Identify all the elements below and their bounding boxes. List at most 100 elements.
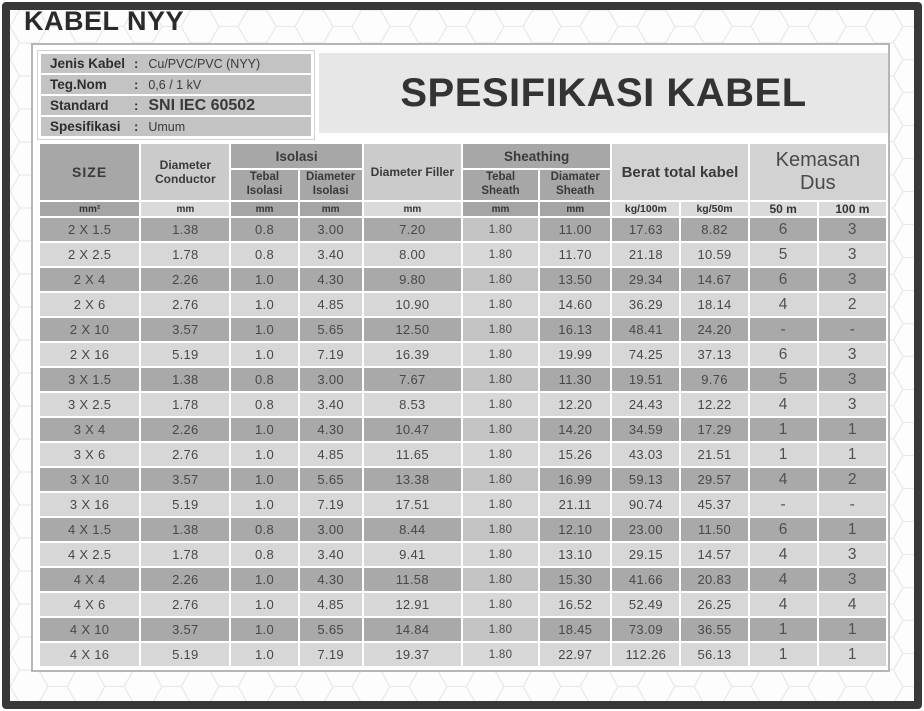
value-cell: 29.57 (681, 468, 748, 491)
value-cell: 16.52 (540, 593, 611, 616)
col-header-isolasi-group: Isolasi (231, 144, 362, 168)
info-separator: : (134, 98, 139, 113)
value-cell: 1 (818, 618, 886, 641)
unit-cell: 100 m (818, 202, 886, 216)
value-cell: 7.19 (299, 343, 362, 366)
value-cell: 6 (749, 343, 817, 366)
value-cell: 1 (749, 643, 817, 666)
value-cell: 6 (749, 268, 817, 291)
size-cell: 3 X 1.5 (40, 368, 140, 391)
col-header-sheathing-group: Sheathing (462, 144, 611, 168)
value-cell: 4 (818, 593, 886, 616)
value-cell: 2 (818, 468, 886, 491)
value-cell: 5.19 (141, 343, 230, 366)
table-row: 2 X 2.5 1.78 0.8 3.40 8.00 1.80 11.70 21.18 10.5… (40, 243, 886, 266)
info-label: Spesifikasi (50, 119, 121, 134)
value-cell: 3 (818, 243, 886, 266)
value-cell: 5 (749, 243, 817, 266)
value-cell: 2.76 (141, 443, 230, 466)
value-cell: 1 (818, 518, 886, 541)
table-row: 3 X 10 3.57 1.0 5.65 13.38 1.80 16.99 59.13 29.5… (40, 468, 886, 491)
value-cell: 14.20 (540, 418, 611, 441)
value-cell: 1 (749, 443, 817, 466)
value-cell: 1 (818, 443, 886, 466)
value-cell: 24.43 (612, 393, 680, 416)
value-cell: 1.0 (231, 293, 298, 316)
table-row: 2 X 4 2.26 1.0 4.30 9.80 1.80 13.50 29.34 14.67 6… (40, 268, 886, 291)
value-cell: 1.80 (462, 318, 539, 341)
value-cell: 12.10 (540, 518, 611, 541)
value-cell: 73.09 (612, 618, 680, 641)
size-cell: 4 X 4 (40, 568, 140, 591)
size-cell: 4 X 6 (40, 593, 140, 616)
value-cell: 0.8 (231, 218, 298, 241)
value-cell: 18.45 (540, 618, 611, 641)
value-cell: 19.37 (363, 643, 461, 666)
value-cell: 59.13 (612, 468, 680, 491)
unit-cell: mm (299, 202, 362, 216)
value-cell: 13.50 (540, 268, 611, 291)
value-cell: 5.19 (141, 493, 230, 516)
size-cell: 2 X 10 (40, 318, 140, 341)
value-cell: 1.0 (231, 568, 298, 591)
value-cell: 18.14 (681, 293, 748, 316)
value-cell: 4.85 (299, 443, 362, 466)
value-cell: 34.59 (612, 418, 680, 441)
value-cell: 1.80 (462, 243, 539, 266)
value-cell: 4.85 (299, 593, 362, 616)
size-cell: 3 X 6 (40, 443, 140, 466)
value-cell: 36.29 (612, 293, 680, 316)
value-cell: 48.41 (612, 318, 680, 341)
unit-cell: mm (462, 202, 539, 216)
value-cell: 1.0 (231, 318, 298, 341)
value-cell: 1 (749, 418, 817, 441)
size-cell: 2 X 2.5 (40, 243, 140, 266)
value-cell: 8.53 (363, 393, 461, 416)
info-row-teg-nom: Teg.Nom : 0,6 / 1 kV (41, 75, 311, 94)
value-cell: 2.26 (141, 568, 230, 591)
value-cell: 5.19 (141, 643, 230, 666)
value-cell: 112.26 (612, 643, 680, 666)
value-cell: 43.03 (612, 443, 680, 466)
info-label: Standard (50, 98, 109, 113)
value-cell: 4.30 (299, 268, 362, 291)
value-cell: 9.80 (363, 268, 461, 291)
col-header-diameter-filler: Diameter Filler (363, 144, 461, 200)
value-cell: 1.38 (141, 518, 230, 541)
spec-title-box: SPESIFIKASI KABEL (319, 53, 888, 133)
value-cell: 1.80 (462, 493, 539, 516)
col-header-diameter-conductor: Diameter Conductor (141, 144, 230, 200)
col-header-diameter-isolasi: Diameter Isolasi (299, 170, 362, 200)
unit-cell: mm² (40, 202, 140, 216)
value-cell: 5.65 (299, 618, 362, 641)
value-cell: 24.20 (681, 318, 748, 341)
value-cell: 1.80 (462, 393, 539, 416)
value-cell: 8.44 (363, 518, 461, 541)
value-cell: - (818, 493, 886, 516)
value-cell: 16.39 (363, 343, 461, 366)
value-cell: 1 (749, 618, 817, 641)
col-header-berat-total-kabel: Berat total kabel (612, 144, 748, 200)
info-label: Jenis Kabel (50, 56, 126, 71)
value-cell: 21.11 (540, 493, 611, 516)
info-value: Cu/PVC/PVC (NYY) (148, 56, 261, 71)
value-cell: 3.00 (299, 368, 362, 391)
value-cell: 1.38 (141, 368, 230, 391)
value-cell: 1.0 (231, 643, 298, 666)
value-cell: 6 (749, 518, 817, 541)
table-row: 4 X 4 2.26 1.0 4.30 11.58 1.80 15.30 41.66 20.83… (40, 568, 886, 591)
value-cell: 17.29 (681, 418, 748, 441)
value-cell: 4.30 (299, 568, 362, 591)
value-cell: 6 (749, 218, 817, 241)
value-cell: 1.0 (231, 418, 298, 441)
value-cell: 8.82 (681, 218, 748, 241)
value-cell: 15.26 (540, 443, 611, 466)
value-cell: 1.0 (231, 468, 298, 491)
value-cell: 1.38 (141, 218, 230, 241)
table-row: 4 X 1.5 1.38 0.8 3.00 8.44 1.80 12.10 23.00 11.5… (40, 518, 886, 541)
value-cell: 26.25 (681, 593, 748, 616)
value-cell: 17.63 (612, 218, 680, 241)
value-cell: 14.84 (363, 618, 461, 641)
table-row: 3 X 4 2.26 1.0 4.30 10.47 1.80 14.20 34.59 17.29… (40, 418, 886, 441)
